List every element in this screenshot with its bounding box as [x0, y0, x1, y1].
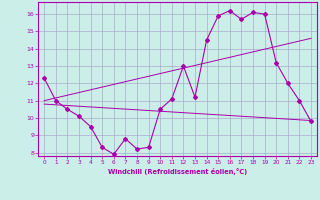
X-axis label: Windchill (Refroidissement éolien,°C): Windchill (Refroidissement éolien,°C): [108, 168, 247, 175]
